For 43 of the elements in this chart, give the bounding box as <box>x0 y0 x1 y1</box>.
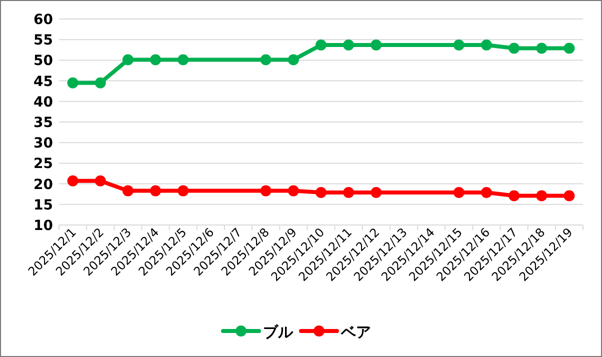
point <box>453 39 464 50</box>
point <box>564 190 575 202</box>
point <box>564 42 575 54</box>
y-tick-label: 60 <box>34 12 54 28</box>
point <box>67 77 78 88</box>
point <box>67 175 78 186</box>
point <box>150 185 162 196</box>
point <box>288 54 299 66</box>
legend-label: ブル <box>263 323 294 341</box>
y-tick-label: 20 <box>34 176 54 193</box>
point <box>453 186 464 198</box>
point <box>122 185 134 196</box>
point <box>150 54 162 66</box>
point <box>288 185 299 196</box>
point <box>508 190 520 202</box>
point <box>178 185 189 196</box>
y-tick-label: 10 <box>34 218 54 234</box>
point <box>316 186 326 198</box>
point <box>94 175 106 186</box>
point <box>536 42 548 54</box>
point <box>343 39 354 50</box>
y-tick-label: 15 <box>34 197 53 214</box>
point <box>260 54 272 66</box>
legend-label: ベア <box>340 323 371 341</box>
point <box>508 42 520 54</box>
point <box>343 186 354 198</box>
y-tick-label: 30 <box>34 136 54 152</box>
point <box>260 185 272 196</box>
y-tick-label: 35 <box>34 115 53 131</box>
y-tick-label: 45 <box>34 74 53 90</box>
point <box>94 77 106 88</box>
point <box>480 186 492 198</box>
point <box>178 54 189 66</box>
point <box>316 39 326 50</box>
y-tick-label: 55 <box>34 32 53 49</box>
y-tick-label: 25 <box>34 156 53 172</box>
point <box>122 54 134 66</box>
point <box>370 39 382 50</box>
point <box>480 39 492 50</box>
point <box>370 186 382 198</box>
y-tick-label: 40 <box>34 94 54 110</box>
point <box>536 190 548 202</box>
y-tick-label: 50 <box>34 53 54 70</box>
